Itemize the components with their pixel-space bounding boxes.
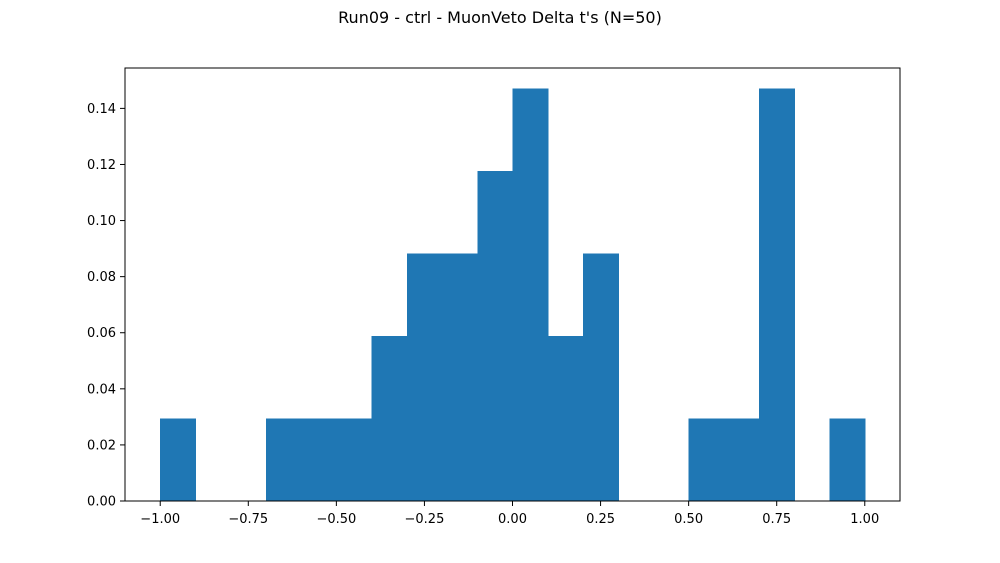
histogram-bar [723, 418, 760, 501]
histogram-bar [582, 253, 619, 501]
histogram-bar [547, 336, 584, 501]
x-tick-label: 1.00 [850, 512, 879, 527]
y-tick-label: 0.02 [87, 438, 116, 453]
x-tick-label: 0.50 [674, 512, 703, 527]
histogram-bar [336, 418, 373, 501]
histogram-bar [265, 418, 302, 501]
histogram-bar [406, 253, 443, 501]
y-tick-label: 0.04 [87, 382, 116, 397]
histogram-bar [759, 88, 795, 501]
histogram-bar [442, 253, 478, 501]
histogram-bar [512, 88, 549, 501]
x-tick-label: −0.75 [228, 512, 268, 527]
x-axis: −1.00 −0.75 −0.50 −0.25 0.00 0.25 0.50 0.75 1.00 [140, 501, 879, 527]
y-tick-label: 0.14 [87, 102, 116, 117]
x-tick-label: 0.75 [762, 512, 791, 527]
histogram-bar [688, 418, 725, 501]
y-axis: 0.00 0.02 0.04 0.06 0.08 0.10 0.12 0.14 [87, 102, 125, 510]
histogram-bar [371, 336, 408, 501]
x-tick-label: 0.00 [498, 512, 527, 527]
x-tick-label: −0.50 [316, 512, 356, 527]
y-tick-label: 0.00 [87, 495, 116, 510]
histogram-bar [829, 418, 866, 501]
y-tick-label: 0.10 [87, 214, 116, 229]
y-tick-label: 0.08 [87, 270, 116, 285]
bars-layer [160, 88, 866, 501]
x-tick-label: −1.00 [140, 512, 180, 527]
x-tick-label: −0.25 [405, 512, 445, 527]
x-tick-label: 0.25 [586, 512, 615, 527]
histogram-bar [301, 418, 337, 501]
histogram-bar [160, 418, 197, 501]
chart-title: Run09 - ctrl - MuonVeto Delta t's (N=50) [338, 8, 662, 27]
histogram-bar [477, 171, 514, 501]
y-tick-label: 0.06 [87, 326, 116, 341]
y-tick-label: 0.12 [87, 158, 116, 173]
